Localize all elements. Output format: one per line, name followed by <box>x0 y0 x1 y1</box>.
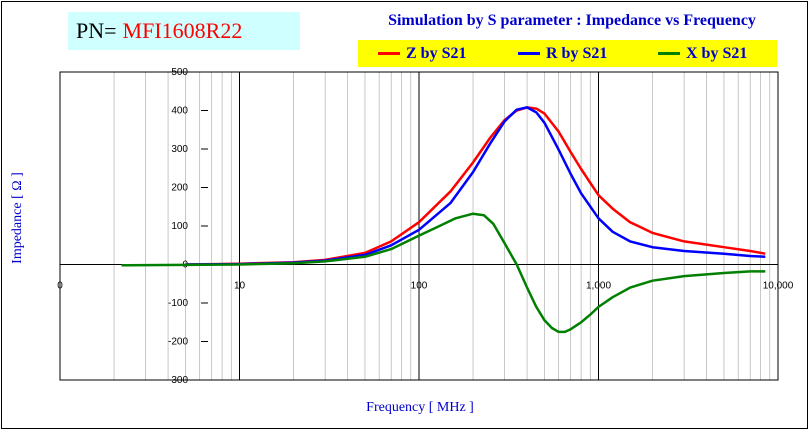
series-line-x <box>121 212 766 334</box>
y-tick-label: -200 <box>168 337 188 348</box>
plot-border <box>59 71 779 381</box>
pn-value: MFI1608R22 <box>122 18 243 43</box>
y-tick-label: -100 <box>168 298 188 309</box>
legend-swatch-z <box>378 52 400 55</box>
part-number-box: PN= MFI1608R22 <box>68 12 300 50</box>
legend: Z by S21 R by S21 X by S21 <box>358 40 777 67</box>
legend-swatch-r <box>518 52 540 55</box>
y-tick-label: 100 <box>171 221 188 232</box>
x-tick-label: 100 <box>411 281 428 292</box>
chart-title: Simulation by S parameter : Impedance vs… <box>388 12 756 29</box>
legend-label-x: X by S21 <box>686 44 748 62</box>
y-tick-label: 200 <box>171 183 188 194</box>
series-line-z <box>185 106 766 266</box>
y-tick-label: 300 <box>171 144 188 155</box>
y-tick-label: 400 <box>171 106 188 117</box>
legend-label-z: Z by S21 <box>406 44 467 62</box>
x-tick-label: 10 <box>234 281 246 292</box>
legend-item-r: R by S21 <box>518 40 607 67</box>
series-line-r <box>185 106 766 266</box>
x-tick-label: 1,000 <box>586 281 611 292</box>
legend-item-x: X by S21 <box>658 40 747 67</box>
x-axis-label: Frequency [ MHz ] <box>366 400 474 415</box>
legend-item-z: Z by S21 <box>378 40 466 67</box>
legend-swatch-x <box>658 52 680 55</box>
legend-label-r: R by S21 <box>546 44 608 62</box>
pn-label: PN= <box>76 18 117 43</box>
